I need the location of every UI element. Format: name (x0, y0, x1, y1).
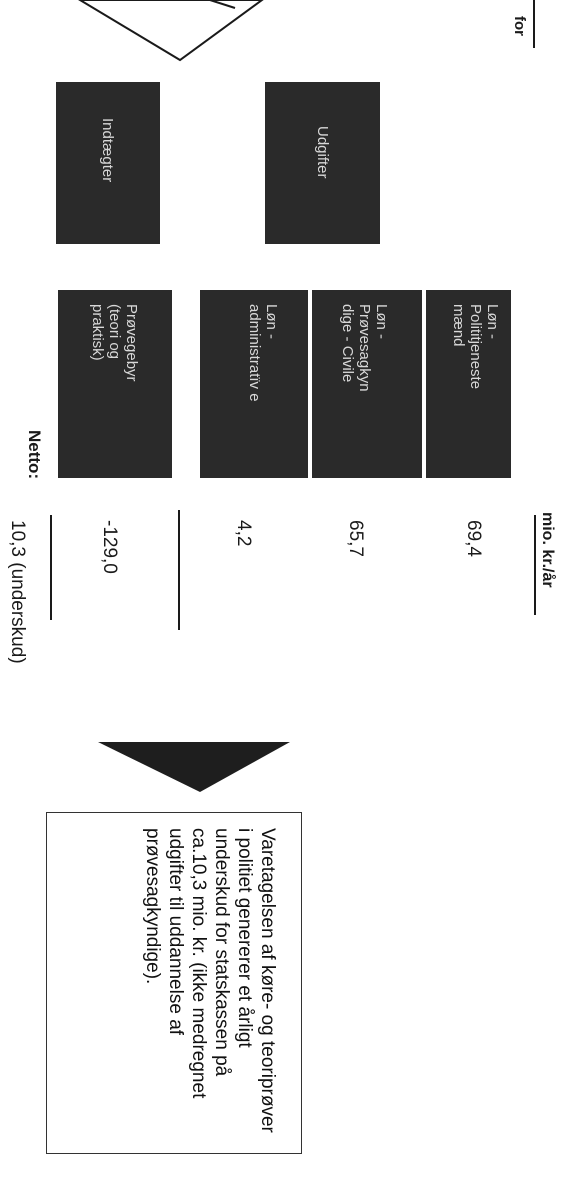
box-lon-admin: Løn - administratïv e (200, 290, 308, 478)
box-provegebyr-label: Prøvegebyr (teori og praktisk) (89, 304, 140, 382)
box-lon-politi-label: Løn - Polititjeneste mænd (450, 304, 501, 390)
box-lon-politi: Løn - Polititjeneste mænd (426, 290, 511, 478)
value-lon-provesagkyndige: 65,7 (345, 520, 366, 557)
header-partial-text: for (511, 16, 528, 36)
conclusion-text: Varetagelsen af køre- og teoriprøver i p… (142, 828, 278, 1133)
box-udgifter: Udgifter (265, 82, 380, 244)
box-provegebyr: Prøvegebyr (teori og praktisk) (58, 290, 172, 478)
box-indtaegter: Indtægter (56, 82, 160, 244)
box-udgifter-label: Udgifter (314, 126, 331, 179)
box-lon-provesagkyndige: Løn - Prøvesagkyn dige - Civile (312, 290, 422, 478)
header-divider (533, 0, 535, 48)
solid-arrow-down (98, 742, 290, 792)
netto-value: 10,3 (underskud) (7, 520, 28, 664)
netto-line (50, 515, 52, 620)
value-lon-politi: 69,4 (463, 520, 484, 557)
conclusion-box: Varetagelsen af køre- og teoriprøver i p… (46, 812, 302, 1154)
box-lon-provesagkyndige-label: Løn - Prøvesagkyn dige - Civile (339, 304, 390, 392)
unit-underline (534, 515, 536, 615)
value-provegebyr: -129,0 (99, 520, 120, 574)
outline-arrow-down (78, 0, 264, 62)
box-indtaegter-label: Indtægter (99, 118, 116, 183)
box-lon-admin-label: Løn - administratïv e (246, 304, 280, 402)
netto-label: Netto: (25, 430, 44, 480)
value-lon-admin: 4,2 (233, 520, 254, 547)
subtotal-line (178, 510, 180, 630)
unit-header: mio. kr./år (539, 512, 556, 588)
